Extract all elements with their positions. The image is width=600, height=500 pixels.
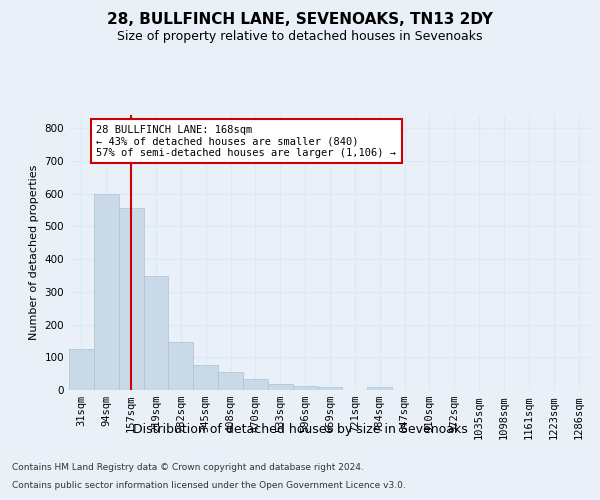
- Bar: [69, 349, 94, 390]
- Text: 28, BULLFINCH LANE, SEVENOAKS, TN13 2DY: 28, BULLFINCH LANE, SEVENOAKS, TN13 2DY: [107, 12, 493, 28]
- Y-axis label: Number of detached properties: Number of detached properties: [29, 165, 39, 340]
- Bar: [169, 342, 193, 390]
- Bar: [119, 208, 143, 390]
- Bar: [293, 386, 317, 390]
- Bar: [218, 372, 243, 390]
- Text: Contains public sector information licensed under the Open Government Licence v3: Contains public sector information licen…: [12, 481, 406, 490]
- Bar: [143, 276, 169, 390]
- Text: Contains HM Land Registry data © Crown copyright and database right 2024.: Contains HM Land Registry data © Crown c…: [12, 464, 364, 472]
- Text: Distribution of detached houses by size in Sevenoaks: Distribution of detached houses by size …: [133, 422, 467, 436]
- Bar: [94, 194, 119, 390]
- Bar: [317, 386, 343, 390]
- Text: Size of property relative to detached houses in Sevenoaks: Size of property relative to detached ho…: [117, 30, 483, 43]
- Bar: [367, 388, 392, 390]
- Bar: [268, 384, 293, 390]
- Bar: [243, 379, 268, 390]
- Bar: [193, 366, 218, 390]
- Text: 28 BULLFINCH LANE: 168sqm
← 43% of detached houses are smaller (840)
57% of semi: 28 BULLFINCH LANE: 168sqm ← 43% of detac…: [97, 124, 397, 158]
